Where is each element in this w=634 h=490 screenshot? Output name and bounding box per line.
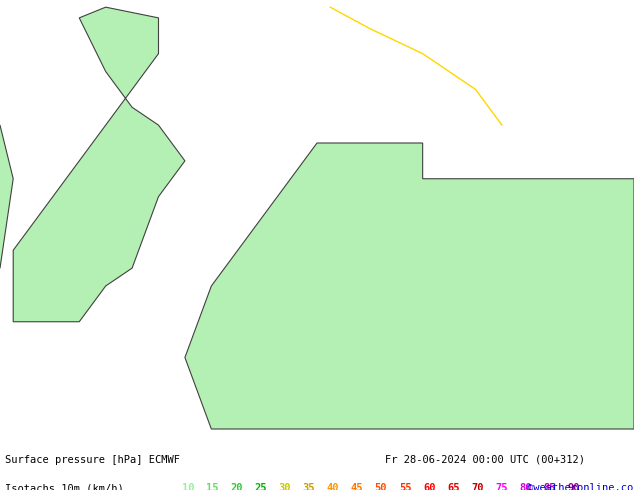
Text: 50: 50 [375,483,387,490]
Text: 75: 75 [495,483,508,490]
Text: 55: 55 [399,483,411,490]
Text: Fr 28-06-2024 00:00 UTC (00+312): Fr 28-06-2024 00:00 UTC (00+312) [385,455,585,465]
Text: 20: 20 [230,483,243,490]
Text: ©weatheronline.co.uk: ©weatheronline.co.uk [527,483,634,490]
Text: 40: 40 [327,483,339,490]
Text: 80: 80 [519,483,532,490]
Polygon shape [185,143,634,429]
Text: 30: 30 [278,483,291,490]
Text: Surface pressure [hPa] ECMWF: Surface pressure [hPa] ECMWF [5,455,180,465]
Polygon shape [13,7,185,322]
Text: 65: 65 [447,483,460,490]
Text: 90: 90 [567,483,580,490]
Text: 45: 45 [351,483,363,490]
Polygon shape [0,125,13,268]
Text: 25: 25 [254,483,267,490]
Text: Isotachs 10m (km/h): Isotachs 10m (km/h) [5,483,124,490]
Text: 70: 70 [471,483,484,490]
Text: 60: 60 [423,483,436,490]
Text: 15: 15 [206,483,219,490]
Text: 35: 35 [302,483,315,490]
Text: 85: 85 [543,483,556,490]
Text: 10: 10 [182,483,195,490]
